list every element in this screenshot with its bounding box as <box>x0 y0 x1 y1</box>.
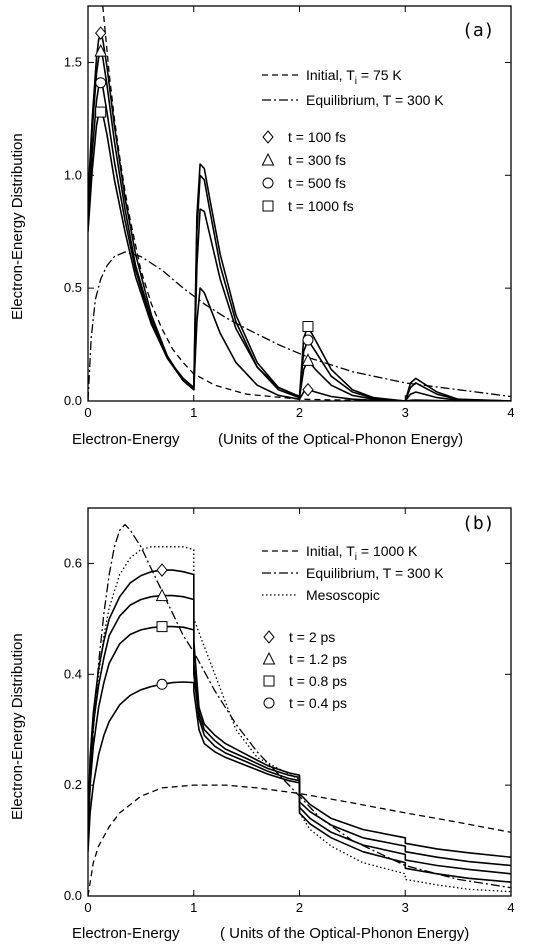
x-tick-label: 3 <box>402 405 409 420</box>
series-line-triangle <box>88 594 511 867</box>
legend-marker-square <box>262 200 274 212</box>
panel-a-ticks: 0 1 2 3 4 0.0 0.5 1.0 1.5 <box>64 6 515 420</box>
panel-b-series <box>88 523 511 896</box>
legend-label: t = 0.4 ps <box>289 695 347 711</box>
panel-a-series <box>88 6 511 401</box>
y-tick-label: 1.5 <box>64 54 82 69</box>
y-tick-label: 1.0 <box>64 167 82 182</box>
panel-b-legend: Initial, Ti = 1000 K Equilibrium, T = 300… <box>262 543 444 711</box>
legend-marker-circle <box>263 697 275 709</box>
series-marker-triangle <box>155 588 169 602</box>
legend-label: t = 0.8 ps <box>289 673 347 689</box>
panel-b-label: (b) <box>462 513 495 534</box>
series-line-dashed <box>102 6 511 401</box>
legend-label: t = 1.2 ps <box>289 651 347 667</box>
legend-marker-square <box>263 675 275 687</box>
panel-a-label: (a) <box>462 20 495 41</box>
x-tick-label: 4 <box>507 405 514 420</box>
panel-b-y-label: Electron-Energy Distribution <box>9 633 26 820</box>
series-marker-square <box>302 321 314 333</box>
series-line-square <box>88 111 511 401</box>
series-line-dashdot <box>88 251 511 401</box>
series-line-circle <box>88 681 511 883</box>
series-marker-square <box>156 621 168 633</box>
series-marker-circle <box>95 77 107 89</box>
panel-b-x-label: Electron-Energy <box>72 925 180 942</box>
panel-a: (a) 0 1 2 3 4 0.0 0.5 1.0 1.5 Electron-Energy (U… <box>9 5 515 448</box>
panel-a-y-label: Electron-Energy Distribution <box>9 133 26 320</box>
legend-marker-triangle <box>261 152 275 166</box>
series-marker-circle <box>156 678 168 690</box>
x-tick-label: 1 <box>190 405 197 420</box>
legend-label: t = 300 fs <box>288 152 346 168</box>
legend-marker-diamond <box>263 630 275 644</box>
series-marker-diamond <box>95 26 107 40</box>
legend-label: t = 100 fs <box>288 129 346 145</box>
panel-b-x-units: ( Units of the Optical-Phonon Energy) <box>220 925 469 942</box>
series-line-square <box>88 625 511 875</box>
legend-label: t = 2 ps <box>289 629 335 645</box>
x-tick-label: 4 <box>507 900 514 915</box>
series-marker-diamond <box>156 563 168 577</box>
legend-marker-diamond <box>262 130 274 144</box>
panel-a-markers <box>94 26 315 397</box>
legend-marker-circle <box>262 177 274 189</box>
series-marker-diamond <box>302 382 314 397</box>
series-marker-square <box>95 106 107 118</box>
legend-label: t = 1000 fs <box>288 198 354 214</box>
panel-b-markers <box>155 563 169 690</box>
series-marker-triangle <box>301 353 315 366</box>
y-tick-label: 0.2 <box>64 777 82 792</box>
legend-marker-triangle <box>262 651 276 665</box>
legend-label: Initial, Ti = 75 K <box>306 67 402 87</box>
x-tick-label: 3 <box>402 900 409 915</box>
x-tick-label: 1 <box>190 900 197 915</box>
series-line-dashed <box>88 784 511 896</box>
series-marker-circle <box>302 334 314 346</box>
y-tick-label: 0.5 <box>64 280 82 295</box>
legend-label: t = 500 fs <box>288 175 346 191</box>
legend-label: Initial, Ti = 1000 K <box>306 543 418 563</box>
panel-b-ticks: 0 1 2 3 4 0.0 0.2 0.4 0.6 <box>64 508 515 915</box>
panel-a-x-label: Electron-Energy <box>72 431 180 448</box>
y-tick-label: 0.0 <box>64 393 82 408</box>
x-tick-label: 2 <box>296 900 303 915</box>
panel-b: (b) 0 1 2 3 4 0.0 0.2 0.4 0.6 Electron-Energy ( … <box>9 507 515 942</box>
panel-a-legend: Initial, Ti = 75 K Equilibrium, T = 300 K… <box>261 67 444 214</box>
y-tick-label: 0.6 <box>64 555 82 570</box>
series-marker-triangle <box>94 44 107 57</box>
legend-label: Equilibrium, T = 300 K <box>306 92 444 108</box>
x-tick-label: 0 <box>84 405 91 420</box>
x-tick-label: 2 <box>296 405 303 420</box>
y-tick-label: 0.0 <box>64 888 82 903</box>
y-tick-label: 0.4 <box>64 666 82 681</box>
x-tick-label: 0 <box>84 900 91 915</box>
series-line-diamond <box>88 569 511 858</box>
legend-label: Mesoscopic <box>306 587 380 603</box>
legend-label: Equilibrium, T = 300 K <box>306 565 444 581</box>
panel-a-x-units: (Units of the Optical-Phonon Energy) <box>218 431 463 448</box>
